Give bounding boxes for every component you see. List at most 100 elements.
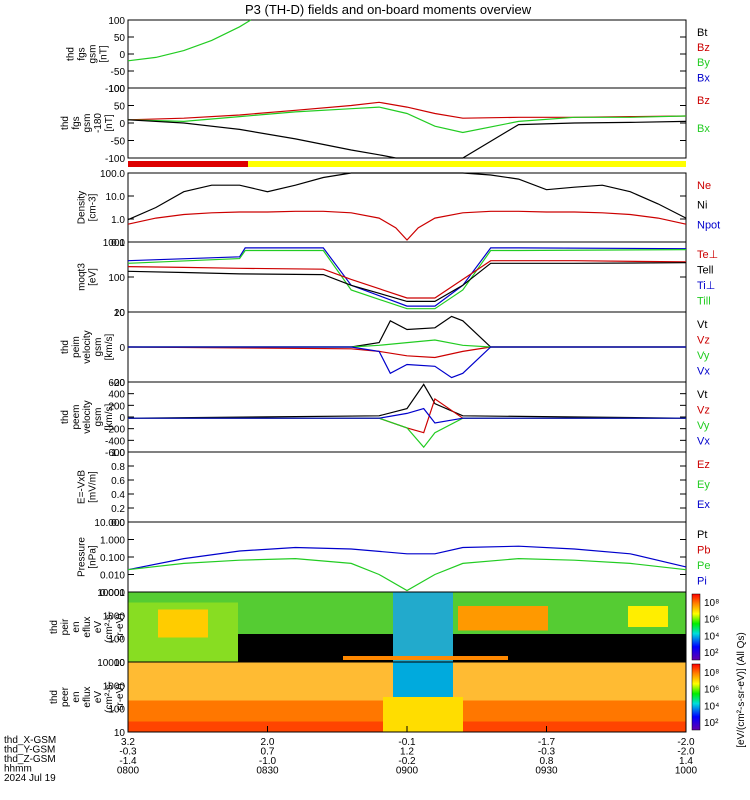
panel-9-colorbar [691, 593, 701, 661]
panel-5-series-Vy [128, 339, 686, 348]
panel-10-ytick-label: 10 [114, 728, 126, 739]
panel-6-ylabel-line: peem [71, 404, 82, 429]
xaxis-tick-value: -1.4 [119, 756, 137, 767]
xaxis-tick-value: -0.1 [398, 737, 416, 748]
panel-8-ytick-label: 10.000 [94, 518, 125, 529]
xaxis-tick-value: -1.0 [259, 756, 277, 767]
panel-7-ylabel-line: [mV/m] [88, 471, 99, 503]
panel-2-ytick-label: -100 [105, 154, 125, 165]
panel-9-colorbar-tick: 10² [704, 648, 719, 659]
panel-10-ylabel-line: thd [49, 690, 60, 704]
panel-7-ytick-label: 0.2 [111, 504, 125, 515]
panel-10-ylabel-line: (cm²-s- [104, 681, 115, 713]
panel-3-ytick-label: 1.0 [111, 215, 125, 226]
panel-5-ytick-label: 0 [119, 343, 125, 354]
figure-title: P3 (TH-D) fields and on-board moments ov… [245, 2, 532, 17]
panel-6-legend-Vt: Vt [697, 389, 707, 401]
panel-8-ytick-label: 0.100 [100, 553, 125, 564]
panel-2-ylabel-line: gsm [82, 114, 93, 133]
panel-10-colorbar-tick: 10⁶ [704, 685, 719, 696]
panel-10-colorbar-tick: 10² [704, 718, 719, 729]
panel-5-ylabel-line: peim [71, 336, 82, 358]
panel-4-legend-Ti⊥: Ti⊥ [697, 280, 715, 292]
panel-3-series-Ne [127, 210, 687, 241]
spec-dropout [393, 592, 453, 662]
panel-5-legend-Vx: Vx [697, 366, 710, 378]
panel-7-ytick-label: 0.8 [111, 462, 125, 473]
panel-4-legend-Till: Till [697, 296, 711, 308]
panel-5-ylabel-line: velocity [82, 330, 93, 363]
panel-7-ytick-label: 0.4 [111, 490, 125, 501]
xaxis-tick-value: 1.4 [679, 756, 693, 767]
panel-3-ylabel-line: Density [77, 191, 88, 224]
panel-2-series-Bt [127, 119, 687, 159]
panel-5-ylabel-line: thd [60, 340, 71, 354]
panel-5-legend-Vt: Vt [697, 319, 707, 331]
panel-6-legend-Vx: Vx [697, 436, 710, 448]
panel-9-ylabel-line: eV [93, 621, 104, 634]
panel-1-ytick-label: -50 [111, 67, 126, 78]
panel-7-ytick-label: 0.6 [111, 476, 125, 487]
panel-9-spectrogram [127, 591, 687, 663]
panel-2-ytick-label: 100 [108, 84, 125, 95]
panel-4-ytick-label: 1000 [103, 238, 126, 249]
panel-3-ytick-label: 100.0 [100, 169, 125, 180]
panel-6-ylabel-line: velocity [82, 400, 93, 433]
panel-3-ylabel-line: [cm-3] [88, 193, 99, 221]
panel-9-colorbar-tick: 10⁶ [704, 615, 719, 626]
panel-6-ytick-label: 600 [108, 378, 125, 389]
panel-6-ylabel-line: [km/s] [104, 403, 115, 430]
panel-1-legend-By: By [697, 57, 710, 69]
xaxis-row-label: hhmm [4, 764, 32, 775]
panel-2-ylabel-line: fgs [71, 116, 82, 129]
panel-10-ytick-label: 100 [108, 705, 125, 716]
mode-bar-slow [128, 161, 248, 167]
panel-7-legend-Ez: Ez [697, 459, 710, 471]
panel-9-ytick-label: 1000 [103, 611, 126, 622]
panel-3-legend-Ni: Ni [697, 200, 707, 212]
xaxis-tick-value: -2.0 [677, 737, 695, 748]
panel-2-legend-Bz: Bz [697, 95, 710, 107]
panel-7-frame [127, 451, 687, 523]
panel-5-series-Vx [128, 346, 686, 379]
xaxis-tick-value: 3.2 [121, 737, 135, 748]
panel-9-ylabel-line: en [71, 621, 82, 632]
panel-3-ytick-label: 0.1 [111, 238, 125, 249]
panel-8-legend-Pi: Pi [697, 576, 707, 588]
xaxis-tick-value: 1000 [675, 766, 698, 777]
panel-1-legend-Bz: Bz [697, 42, 710, 54]
panel-3-legend-Npot: Npot [697, 219, 720, 231]
panel-2-series-Bx [127, 106, 687, 134]
panel-1-series-By [127, 19, 252, 62]
spec-hot-2 [458, 606, 548, 631]
panel-2-ytick-label: 0 [119, 119, 125, 130]
panel-9-ytick-label: 100 [108, 635, 125, 646]
xaxis-tick-value: -0.3 [538, 747, 556, 758]
panel-1-ytick-label: 100 [108, 16, 125, 27]
panel-6-ytick-label: -600 [105, 448, 125, 459]
panel-4-ylabel-line: moqt3 [77, 263, 88, 291]
xaxis-tick-value: 2.0 [261, 737, 275, 748]
panel-1-ytick-label: 50 [114, 33, 126, 44]
panel-2-legend-Bx: Bx [697, 123, 710, 135]
panel-9-ylabel-line: eflux [82, 616, 93, 637]
xaxis-row-label: thd_Y-GSM [4, 745, 55, 756]
xaxis-tick-value: -0.2 [398, 756, 416, 767]
panel-1-ytick-label: 0 [119, 50, 125, 61]
panel-8-ylabel-line: Pressure [77, 537, 88, 577]
panel-6-ylabel-line: gsm [93, 408, 104, 427]
panel-8-frame [127, 521, 687, 593]
panel-9-ylabel-line: peir [60, 618, 71, 635]
panel-4-series-Till [127, 249, 687, 310]
panel-5-legend-Vy: Vy [697, 350, 710, 362]
panel-1-ylabel-line: thd [66, 47, 77, 61]
xaxis-tick-value: 0930 [535, 766, 558, 777]
panel-4-series-Ti⊥ [127, 247, 687, 307]
xaxis-tick-value: -0.3 [119, 747, 137, 758]
panel-10-ytick-label: 1000 [103, 681, 126, 692]
panel-9-colorbar-tick: 10⁴ [704, 631, 719, 642]
xaxis-tick-value: -1.7 [538, 737, 556, 748]
panel-9-ytick-label: 10000 [97, 588, 125, 599]
panel-2-ytick-label: -50 [111, 137, 126, 148]
